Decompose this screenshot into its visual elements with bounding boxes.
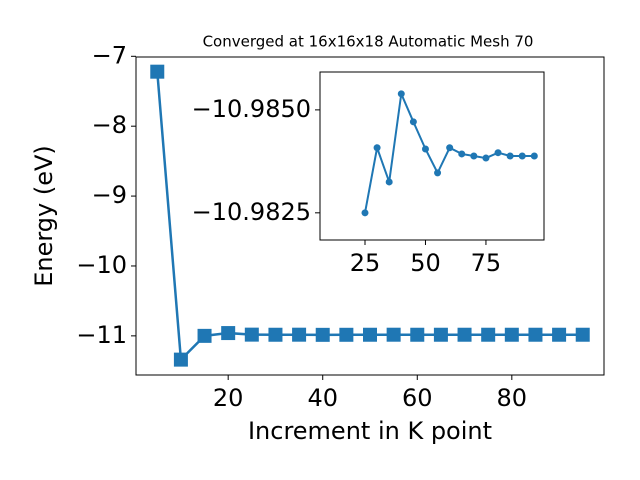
marker <box>268 327 283 342</box>
y-tick-label: −7 <box>92 41 127 69</box>
marker <box>575 327 590 342</box>
x-tick-label: 60 <box>402 384 433 412</box>
marker <box>292 327 307 342</box>
marker <box>530 152 538 160</box>
x-tick-label: 20 <box>213 384 244 412</box>
marker <box>518 152 526 160</box>
plot-group <box>150 64 590 367</box>
marker <box>506 152 514 160</box>
marker <box>385 178 393 186</box>
marker <box>361 209 369 217</box>
y-tick-label: −10 <box>76 251 127 279</box>
marker <box>315 327 330 342</box>
marker <box>458 150 466 158</box>
y-tick-label: −8 <box>92 111 127 139</box>
marker <box>150 64 165 79</box>
marker <box>363 327 377 342</box>
marker <box>410 327 425 342</box>
y-tick-label: −11 <box>76 321 127 349</box>
marker <box>434 169 442 177</box>
marker <box>481 327 496 342</box>
marker <box>552 327 567 342</box>
chart-title: Converged at 16x16x18 Automatic Mesh 70 <box>203 33 534 51</box>
marker <box>173 352 188 367</box>
y-tick-label: −10.9850 <box>192 95 311 123</box>
marker <box>373 144 381 152</box>
x-tick-label: 40 <box>307 384 338 412</box>
x-tick-label: 25 <box>350 249 381 277</box>
plot-group <box>361 90 538 217</box>
marker <box>446 144 454 152</box>
marker <box>197 328 212 343</box>
y-tick-label: −9 <box>92 181 127 209</box>
marker <box>482 154 490 162</box>
marker <box>339 327 354 342</box>
marker <box>421 145 429 153</box>
marker <box>470 152 478 160</box>
axes-frame <box>319 71 545 241</box>
marker <box>504 327 519 342</box>
marker <box>528 327 543 342</box>
x-tick-label: 80 <box>497 384 528 412</box>
marker <box>397 90 405 98</box>
marker <box>244 327 259 342</box>
marker <box>409 118 417 126</box>
x-tick-label: 50 <box>410 249 441 277</box>
marker <box>457 327 472 342</box>
marker <box>433 327 448 342</box>
axes-frame <box>135 56 605 376</box>
y-tick-label: −10.9825 <box>192 198 311 226</box>
marker <box>221 326 236 341</box>
marker <box>386 327 401 342</box>
y-axis-label: Energy (eV) <box>30 145 58 287</box>
marker <box>494 149 502 157</box>
x-axis-label: Increment in K point <box>248 417 492 445</box>
x-tick-label: 75 <box>471 249 502 277</box>
